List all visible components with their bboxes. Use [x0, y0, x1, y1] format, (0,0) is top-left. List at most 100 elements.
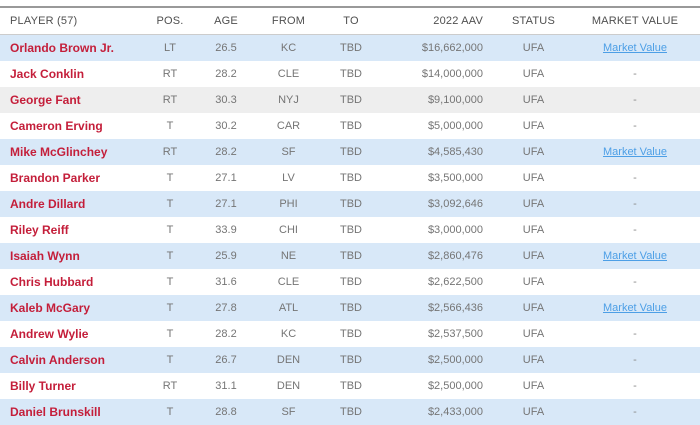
- player-name-link[interactable]: Daniel Brunskill: [10, 405, 101, 419]
- cell-to: TBD: [320, 191, 382, 217]
- cell-age: 31.6: [195, 269, 257, 295]
- cell-player: Orlando Brown Jr.: [0, 35, 145, 62]
- cell-player: Billy Turner: [0, 373, 145, 399]
- cell-pos: RT: [145, 87, 195, 113]
- player-name-link[interactable]: Brandon Parker: [10, 171, 100, 185]
- cell-status: UFA: [497, 165, 570, 191]
- cell-aav: $2,433,000: [382, 399, 497, 425]
- player-name-link[interactable]: Andrew Wylie: [10, 327, 88, 341]
- cell-aav: $5,000,000: [382, 113, 497, 139]
- market-value-link[interactable]: Market Value: [603, 302, 667, 314]
- cell-market: Market Value: [570, 243, 700, 269]
- cell-player: Kaleb McGary: [0, 295, 145, 321]
- cell-market: -: [570, 61, 700, 87]
- cell-market: -: [570, 165, 700, 191]
- cell-age: 33.9: [195, 217, 257, 243]
- cell-to: TBD: [320, 269, 382, 295]
- cell-status: UFA: [497, 113, 570, 139]
- cell-status: UFA: [497, 269, 570, 295]
- cell-age: 28.2: [195, 321, 257, 347]
- cell-status: UFA: [497, 243, 570, 269]
- player-name-link[interactable]: Andre Dillard: [10, 197, 85, 211]
- player-name-link[interactable]: Chris Hubbard: [10, 275, 93, 289]
- column-header-market[interactable]: MARKET VALUE: [570, 7, 700, 35]
- column-header-pos[interactable]: POS.: [145, 7, 195, 35]
- cell-from: KC: [257, 321, 320, 347]
- market-value-link[interactable]: Market Value: [603, 146, 667, 158]
- player-name-link[interactable]: George Fant: [10, 93, 81, 107]
- no-market-value-dash: -: [633, 380, 637, 392]
- cell-player: Andrew Wylie: [0, 321, 145, 347]
- player-name-link[interactable]: Isaiah Wynn: [10, 249, 80, 263]
- no-market-value-dash: -: [633, 354, 637, 366]
- column-header-player[interactable]: PLAYER (57): [0, 7, 145, 35]
- cell-age: 28.2: [195, 139, 257, 165]
- cell-status: UFA: [497, 373, 570, 399]
- cell-age: 28.2: [195, 61, 257, 87]
- cell-age: 30.2: [195, 113, 257, 139]
- cell-aav: $9,100,000: [382, 87, 497, 113]
- cell-pos: T: [145, 217, 195, 243]
- player-name-link[interactable]: Cameron Erving: [10, 119, 103, 133]
- cell-status: UFA: [497, 191, 570, 217]
- cell-player: Calvin Anderson: [0, 347, 145, 373]
- column-header-status[interactable]: STATUS: [497, 7, 570, 35]
- cell-age: 31.1: [195, 373, 257, 399]
- cell-pos: RT: [145, 61, 195, 87]
- player-name-link[interactable]: Jack Conklin: [10, 67, 84, 81]
- cell-status: UFA: [497, 347, 570, 373]
- column-header-to[interactable]: TO: [320, 7, 382, 35]
- cell-pos: T: [145, 243, 195, 269]
- cell-player: Daniel Brunskill: [0, 399, 145, 425]
- cell-age: 28.8: [195, 399, 257, 425]
- no-market-value-dash: -: [633, 198, 637, 210]
- no-market-value-dash: -: [633, 94, 637, 106]
- cell-status: UFA: [497, 87, 570, 113]
- cell-pos: RT: [145, 139, 195, 165]
- player-name-link[interactable]: Calvin Anderson: [10, 353, 105, 367]
- player-name-link[interactable]: Mike McGlinchey: [10, 145, 107, 159]
- player-name-link[interactable]: Billy Turner: [10, 379, 76, 393]
- cell-from: CLE: [257, 61, 320, 87]
- no-market-value-dash: -: [633, 276, 637, 288]
- cell-player: Isaiah Wynn: [0, 243, 145, 269]
- cell-player: George Fant: [0, 87, 145, 113]
- player-name-link[interactable]: Orlando Brown Jr.: [10, 41, 114, 55]
- cell-from: CHI: [257, 217, 320, 243]
- market-value-link[interactable]: Market Value: [603, 42, 667, 54]
- column-header-age[interactable]: AGE: [195, 7, 257, 35]
- cell-status: UFA: [497, 35, 570, 62]
- cell-pos: T: [145, 321, 195, 347]
- cell-to: TBD: [320, 217, 382, 243]
- cell-from: ATL: [257, 295, 320, 321]
- cell-status: UFA: [497, 139, 570, 165]
- cell-aav: $16,662,000: [382, 35, 497, 62]
- cell-to: TBD: [320, 373, 382, 399]
- column-header-aav[interactable]: 2022 AAV: [382, 7, 497, 35]
- no-market-value-dash: -: [633, 328, 637, 340]
- no-market-value-dash: -: [633, 68, 637, 80]
- cell-pos: T: [145, 399, 195, 425]
- cell-from: SF: [257, 399, 320, 425]
- cell-player: Brandon Parker: [0, 165, 145, 191]
- cell-status: UFA: [497, 295, 570, 321]
- column-header-from[interactable]: FROM: [257, 7, 320, 35]
- cell-age: 27.1: [195, 165, 257, 191]
- player-name-link[interactable]: Kaleb McGary: [10, 301, 90, 315]
- cell-to: TBD: [320, 139, 382, 165]
- cell-age: 27.8: [195, 295, 257, 321]
- player-name-link[interactable]: Riley Reiff: [10, 223, 69, 237]
- cell-player: Mike McGlinchey: [0, 139, 145, 165]
- cell-player: Cameron Erving: [0, 113, 145, 139]
- market-value-link[interactable]: Market Value: [603, 250, 667, 262]
- cell-from: LV: [257, 165, 320, 191]
- cell-pos: T: [145, 295, 195, 321]
